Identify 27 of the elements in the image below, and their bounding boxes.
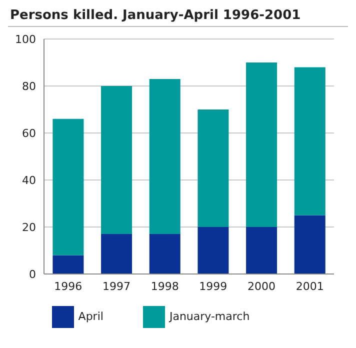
legend-label: January-march [169,310,250,324]
bar [52,255,84,274]
bar [101,234,132,274]
x-tick-label: 1996 [54,280,82,293]
y-tick-label: 60 [22,126,36,140]
bar [52,118,84,256]
y-tick-label: 20 [22,220,36,234]
y-tick-label: 80 [22,80,36,93]
y-tick-label: 40 [22,174,36,187]
chart-title: Persons killed. January-April 1996-2001 [8,8,348,27]
y-tick-label: 0 [29,268,36,281]
bar [198,110,229,227]
x-tick-label: 1997 [102,280,130,293]
bar [101,86,132,234]
x-tick-label: 1998 [150,280,179,293]
x-tick-label: 1999 [199,280,228,293]
y-tick-label: 100 [15,32,36,46]
legend-label: April [78,310,104,324]
bar [294,215,326,274]
bar [246,227,278,274]
bar [149,78,180,234]
bar [246,62,278,227]
x-tick-label: 2001 [296,280,324,293]
bar [294,67,326,216]
x-tick-label: 2000 [248,280,276,293]
bar [149,234,180,274]
bar [198,227,229,274]
